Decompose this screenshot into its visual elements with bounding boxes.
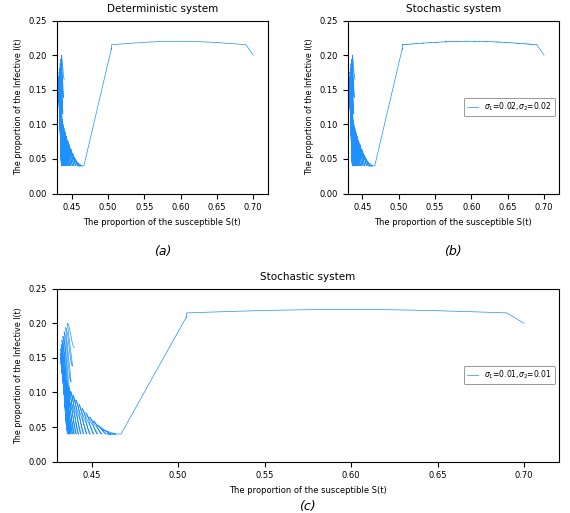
Title: Stochastic system: Stochastic system — [260, 272, 356, 282]
Legend: $\sigma_1$=0.01,$\sigma_2$=0.01: $\sigma_1$=0.01,$\sigma_2$=0.01 — [464, 366, 555, 385]
Text: (b): (b) — [445, 245, 462, 259]
Title: Stochastic system: Stochastic system — [406, 4, 501, 14]
Text: (a): (a) — [154, 245, 171, 259]
Title: Deterministic system: Deterministic system — [107, 4, 218, 14]
Y-axis label: The proportion of the Infective I(t): The proportion of the Infective I(t) — [14, 307, 23, 444]
Y-axis label: The proportion of the Infective I(t): The proportion of the Infective I(t) — [305, 38, 314, 175]
X-axis label: The proportion of the susceptible S(t): The proportion of the susceptible S(t) — [374, 218, 532, 227]
Y-axis label: The proportion of the Infective I(t): The proportion of the Infective I(t) — [14, 38, 23, 175]
X-axis label: The proportion of the susceptible S(t): The proportion of the susceptible S(t) — [83, 218, 241, 227]
Text: (c): (c) — [299, 500, 316, 513]
Legend: $\sigma_1$=0.02,$\sigma_2$=0.02: $\sigma_1$=0.02,$\sigma_2$=0.02 — [464, 97, 555, 116]
X-axis label: The proportion of the susceptible S(t): The proportion of the susceptible S(t) — [229, 486, 386, 495]
